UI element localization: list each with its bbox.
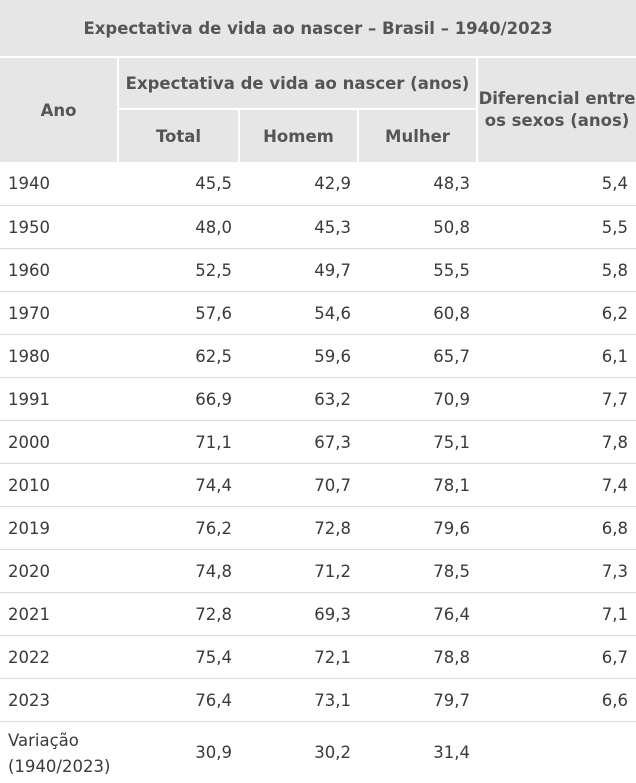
cell-female: 76,4 bbox=[357, 592, 476, 635]
cell-year: 2021 bbox=[0, 592, 117, 635]
table-row: 1960 52,5 49,7 55,5 5,8 bbox=[0, 248, 636, 291]
cell-diff: 7,8 bbox=[476, 420, 636, 463]
cell-year: 2019 bbox=[0, 506, 117, 549]
cell-diff: 7,4 bbox=[476, 463, 636, 506]
cell-female: 55,5 bbox=[357, 248, 476, 291]
cell-male: 73,1 bbox=[238, 678, 357, 721]
cell-diff: 7,7 bbox=[476, 377, 636, 420]
header-group-life-expectancy: Expectativa de vida ao nascer (anos) bbox=[117, 58, 476, 110]
header-sex-differential: Diferencial entre os sexos (anos) bbox=[476, 58, 636, 162]
cell-total: 66,9 bbox=[117, 377, 238, 420]
cell-female: 78,8 bbox=[357, 635, 476, 678]
table-row: 1950 48,0 45,3 50,8 5,5 bbox=[0, 205, 636, 248]
cell-female: 48,3 bbox=[433, 174, 470, 193]
header-male: Homem bbox=[238, 110, 357, 162]
cell-year: 2023 bbox=[0, 678, 117, 721]
cell-year: 1980 bbox=[0, 334, 117, 377]
cell-male: 42,9 bbox=[314, 174, 351, 193]
cell-year: 1940 bbox=[8, 174, 50, 193]
cell-female: 79,6 bbox=[357, 506, 476, 549]
cell-male: 69,3 bbox=[238, 592, 357, 635]
cell-total: 52,5 bbox=[117, 248, 238, 291]
cell-year: 1960 bbox=[0, 248, 117, 291]
cell-year: 2000 bbox=[0, 420, 117, 463]
cell-diff: 6,6 bbox=[476, 678, 636, 721]
header-total: Total bbox=[117, 110, 238, 162]
table-row: 1980 62,5 59,6 65,7 6,1 bbox=[0, 334, 636, 377]
cell-male: 70,7 bbox=[238, 463, 357, 506]
table-row: 2010 74,4 70,7 78,1 7,4 bbox=[0, 463, 636, 506]
cell-total: 72,8 bbox=[117, 592, 238, 635]
cell-male: 49,7 bbox=[238, 248, 357, 291]
cell-total: 45,5 bbox=[195, 174, 232, 193]
cell-diff: 6,7 bbox=[476, 635, 636, 678]
cell-total: 57,6 bbox=[117, 291, 238, 334]
cell-year: 1970 bbox=[0, 291, 117, 334]
variation-male: 30,2 bbox=[238, 721, 357, 783]
table-row: 2022 75,4 72,1 78,8 6,7 bbox=[0, 635, 636, 678]
header-female: Mulher bbox=[357, 110, 476, 162]
cell-diff: 7,3 bbox=[476, 549, 636, 592]
table-row: 2019 76,2 72,8 79,6 6,8 bbox=[0, 506, 636, 549]
cell-male: 72,1 bbox=[238, 635, 357, 678]
variation-female: 31,4 bbox=[357, 721, 476, 783]
cell-total: 74,4 bbox=[117, 463, 238, 506]
cell-female: 79,7 bbox=[357, 678, 476, 721]
table-row: 1940 45,5 42,9 48,3 5,4 bbox=[0, 162, 636, 205]
cell-total: 76,2 bbox=[117, 506, 238, 549]
table-row: 1970 57,6 54,6 60,8 6,2 bbox=[0, 291, 636, 334]
table-row: 2000 71,1 67,3 75,1 7,8 bbox=[0, 420, 636, 463]
variation-total: 30,9 bbox=[117, 721, 238, 783]
cell-year: 2020 bbox=[0, 549, 117, 592]
cell-female: 75,1 bbox=[357, 420, 476, 463]
cell-total: 48,0 bbox=[117, 205, 238, 248]
cell-year: 2022 bbox=[0, 635, 117, 678]
variation-label: Variação bbox=[8, 730, 79, 750]
cell-female: 60,8 bbox=[357, 291, 476, 334]
cell-male: 67,3 bbox=[238, 420, 357, 463]
cell-year: 1950 bbox=[0, 205, 117, 248]
cell-diff: 7,1 bbox=[476, 592, 636, 635]
cell-female: 70,9 bbox=[357, 377, 476, 420]
cell-male: 54,6 bbox=[238, 291, 357, 334]
table-row: 2021 72,8 69,3 76,4 7,1 bbox=[0, 592, 636, 635]
cell-female: 65,7 bbox=[357, 334, 476, 377]
cell-male: 71,2 bbox=[238, 549, 357, 592]
cell-male: 63,2 bbox=[238, 377, 357, 420]
cell-male: 72,8 bbox=[238, 506, 357, 549]
table-body: 1940 45,5 42,9 48,3 5,4 1950 48,0 45,3 50,8 5,5 19… bbox=[0, 162, 636, 783]
table-row: 2023 76,4 73,1 79,7 6,6 bbox=[0, 678, 636, 721]
cell-year: 2010 bbox=[0, 463, 117, 506]
cell-diff: 5,4 bbox=[601, 174, 629, 193]
variation-row: Variação (1940/2023) 30,9 30,2 31,4 bbox=[0, 721, 636, 783]
table-title: Expectativa de vida ao nascer – Brasil –… bbox=[0, 0, 636, 58]
cell-total: 74,8 bbox=[117, 549, 238, 592]
cell-total: 71,1 bbox=[117, 420, 238, 463]
cell-female: 78,1 bbox=[357, 463, 476, 506]
variation-diff-empty bbox=[476, 721, 636, 783]
cell-diff: 5,8 bbox=[476, 248, 636, 291]
table-row: 2020 74,8 71,2 78,5 7,3 bbox=[0, 549, 636, 592]
cell-total: 76,4 bbox=[117, 678, 238, 721]
cell-female: 50,8 bbox=[357, 205, 476, 248]
cell-total: 75,4 bbox=[117, 635, 238, 678]
cell-diff: 5,5 bbox=[476, 205, 636, 248]
cell-year: 1991 bbox=[0, 377, 117, 420]
header-year: Ano bbox=[0, 58, 117, 162]
cell-female: 78,5 bbox=[357, 549, 476, 592]
variation-label-cell: Variação (1940/2023) bbox=[0, 721, 117, 783]
cell-diff: 6,2 bbox=[476, 291, 636, 334]
cell-diff: 6,1 bbox=[476, 334, 636, 377]
cell-male: 59,6 bbox=[238, 334, 357, 377]
cell-diff: 6,8 bbox=[476, 506, 636, 549]
variation-period: (1940/2023) bbox=[8, 756, 111, 776]
table-row: 1991 66,9 63,2 70,9 7,7 bbox=[0, 377, 636, 420]
cell-total: 62,5 bbox=[117, 334, 238, 377]
cell-male: 45,3 bbox=[238, 205, 357, 248]
